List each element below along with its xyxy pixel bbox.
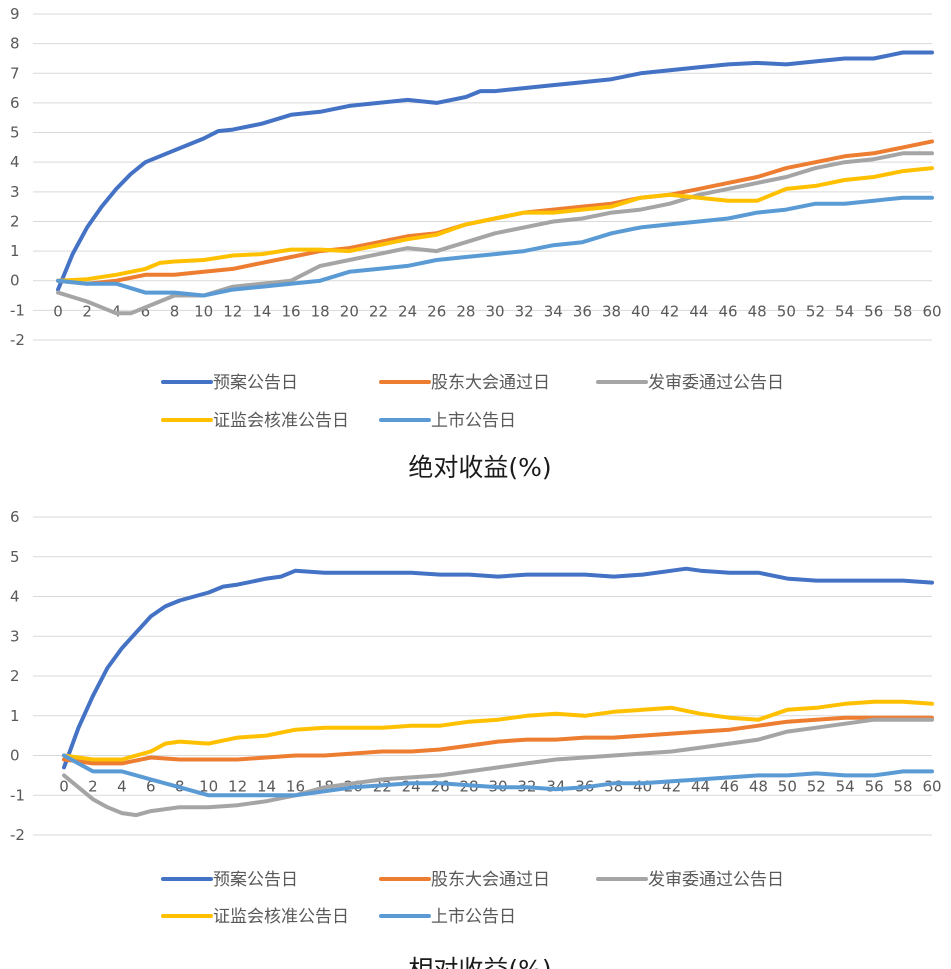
y-tick-label: -1 — [10, 301, 25, 319]
x-tick-label: 12 — [223, 303, 242, 321]
x-tick-label: 50 — [777, 303, 796, 321]
legend-label: 预案公告日 — [213, 870, 298, 890]
y-tick-label: 8 — [10, 35, 20, 53]
y-tick-label: 4 — [10, 588, 20, 606]
x-tick-label: 42 — [660, 303, 679, 321]
chart-title: 绝对收益(%) — [408, 453, 551, 482]
legend-label: 预案公告日 — [213, 373, 298, 393]
y-tick-label: 7 — [10, 64, 20, 82]
y-tick-label: 2 — [10, 667, 20, 685]
x-tick-label: 36 — [573, 303, 592, 321]
legend-label: 发审委通过公告日 — [648, 870, 784, 890]
x-tick-label: 0 — [59, 778, 69, 796]
series-line — [62, 717, 934, 818]
x-tick-label: 46 — [719, 303, 738, 321]
x-tick-label: 48 — [749, 778, 768, 796]
legend-label: 证监会核准公告日 — [213, 411, 349, 431]
x-tick-label: 12 — [228, 778, 247, 796]
y-tick-label: 1 — [10, 707, 20, 725]
x-tick-label: 2 — [82, 303, 92, 321]
x-tick-label: 32 — [515, 303, 534, 321]
x-tick-label: 54 — [836, 778, 855, 796]
y-tick-label: 4 — [10, 153, 20, 171]
y-tick-label: 5 — [10, 124, 20, 142]
x-tick-label: 56 — [864, 303, 883, 321]
x-tick-label: 58 — [893, 303, 912, 321]
x-tick-label: 10 — [199, 778, 218, 796]
series-line — [62, 566, 934, 770]
y-tick-label: 0 — [10, 747, 20, 765]
x-tick-label: 16 — [286, 778, 305, 796]
series-line — [56, 151, 934, 316]
y-tick-label: 3 — [10, 183, 20, 201]
x-tick-label: 48 — [748, 303, 767, 321]
x-tick-label: 52 — [807, 778, 826, 796]
x-tick-label: 28 — [456, 303, 475, 321]
x-tick-label: 20 — [340, 303, 359, 321]
x-tick-label: 34 — [546, 778, 565, 796]
x-tick-label: 44 — [691, 778, 710, 796]
legend-label: 股东大会通过日 — [431, 373, 550, 393]
x-tick-label: 60 — [922, 303, 941, 321]
x-tick-label: 16 — [282, 303, 301, 321]
x-tick-label: 10 — [194, 303, 213, 321]
y-tick-label: 2 — [10, 212, 20, 230]
y-tick-label: 1 — [10, 242, 20, 260]
x-tick-label: 18 — [311, 303, 330, 321]
x-tick-label: 50 — [778, 778, 797, 796]
x-tick-label: 14 — [257, 778, 276, 796]
chart-title: 相对收益(%) — [408, 955, 551, 969]
x-tick-label: 54 — [835, 303, 854, 321]
x-tick-label: 56 — [865, 778, 884, 796]
series-line — [62, 715, 934, 766]
legend-label: 上市公告日 — [431, 907, 516, 927]
x-tick-label: 58 — [894, 778, 913, 796]
y-tick-label: 3 — [10, 627, 20, 645]
x-tick-label: 24 — [402, 778, 421, 796]
x-tick-label: 40 — [631, 303, 650, 321]
x-tick-label: 30 — [485, 303, 504, 321]
x-tick-label: 40 — [633, 778, 652, 796]
x-tick-label: 0 — [53, 303, 63, 321]
y-tick-label: -2 — [10, 826, 25, 844]
x-tick-label: 22 — [369, 303, 388, 321]
y-tick-label: 0 — [10, 272, 20, 290]
x-tick-label: 46 — [720, 778, 739, 796]
x-tick-label: 60 — [922, 778, 941, 796]
y-tick-label: 5 — [10, 548, 20, 566]
x-tick-label: 6 — [141, 303, 151, 321]
series-line — [56, 195, 934, 298]
x-tick-label: 34 — [544, 303, 563, 321]
legend-label: 发审委通过公告日 — [648, 373, 784, 393]
x-tick-label: 24 — [398, 303, 417, 321]
y-tick-label: 6 — [10, 94, 20, 112]
y-tick-label: -1 — [10, 786, 25, 804]
x-tick-label: 26 — [431, 778, 450, 796]
x-tick-label: 6 — [146, 778, 156, 796]
x-tick-label: 38 — [602, 303, 621, 321]
x-tick-label: 2 — [88, 778, 98, 796]
legend-label: 股东大会通过日 — [431, 870, 550, 890]
series-line — [56, 50, 934, 292]
y-tick-label: -2 — [10, 331, 25, 349]
x-tick-label: 14 — [252, 303, 271, 321]
x-tick-label: 8 — [170, 303, 180, 321]
x-tick-label: 52 — [806, 303, 825, 321]
y-tick-label: 9 — [10, 5, 20, 23]
x-tick-label: 4 — [117, 778, 127, 796]
x-tick-label: 26 — [427, 303, 446, 321]
x-tick-label: 38 — [604, 778, 623, 796]
series-line — [56, 166, 934, 283]
y-tick-label: 6 — [10, 508, 20, 526]
legend-label: 上市公告日 — [431, 411, 516, 431]
x-tick-label: 44 — [689, 303, 708, 321]
series-line — [62, 753, 934, 798]
legend-label: 证监会核准公告日 — [213, 907, 349, 927]
series-line — [62, 699, 934, 762]
